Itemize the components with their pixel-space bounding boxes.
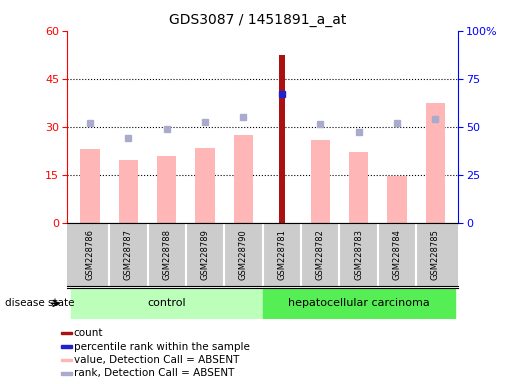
Bar — [61, 332, 72, 334]
Text: GSM228783: GSM228783 — [354, 229, 363, 280]
Bar — [387, 176, 406, 223]
Text: GSM228790: GSM228790 — [239, 229, 248, 280]
Text: rank, Detection Call = ABSENT: rank, Detection Call = ABSENT — [74, 368, 234, 379]
Bar — [234, 135, 253, 223]
Text: GSM228782: GSM228782 — [316, 229, 325, 280]
Bar — [71, 288, 263, 319]
Bar — [80, 149, 99, 223]
Text: GSM228789: GSM228789 — [200, 229, 210, 280]
Bar — [311, 139, 330, 223]
Bar — [279, 55, 285, 223]
Bar — [61, 345, 72, 348]
Bar — [157, 156, 176, 223]
Text: count: count — [74, 328, 104, 338]
Bar — [426, 103, 445, 223]
Bar — [196, 147, 215, 223]
Bar — [263, 288, 455, 319]
Text: disease state: disease state — [5, 298, 75, 308]
Text: GSM228781: GSM228781 — [278, 229, 286, 280]
Text: GSM228788: GSM228788 — [162, 229, 171, 280]
Bar — [349, 152, 368, 223]
Text: percentile rank within the sample: percentile rank within the sample — [74, 341, 250, 352]
Text: GSM228787: GSM228787 — [124, 229, 133, 280]
Text: hepatocellular carcinoma: hepatocellular carcinoma — [288, 298, 430, 308]
Bar — [61, 372, 72, 375]
Text: GDS3087 / 1451891_a_at: GDS3087 / 1451891_a_at — [169, 13, 346, 27]
Bar — [61, 359, 72, 361]
Text: control: control — [147, 298, 186, 308]
Text: GSM228785: GSM228785 — [431, 229, 440, 280]
Bar — [119, 161, 138, 223]
Text: GSM228786: GSM228786 — [85, 229, 94, 280]
Text: GSM228784: GSM228784 — [392, 229, 402, 280]
Text: value, Detection Call = ABSENT: value, Detection Call = ABSENT — [74, 355, 239, 365]
